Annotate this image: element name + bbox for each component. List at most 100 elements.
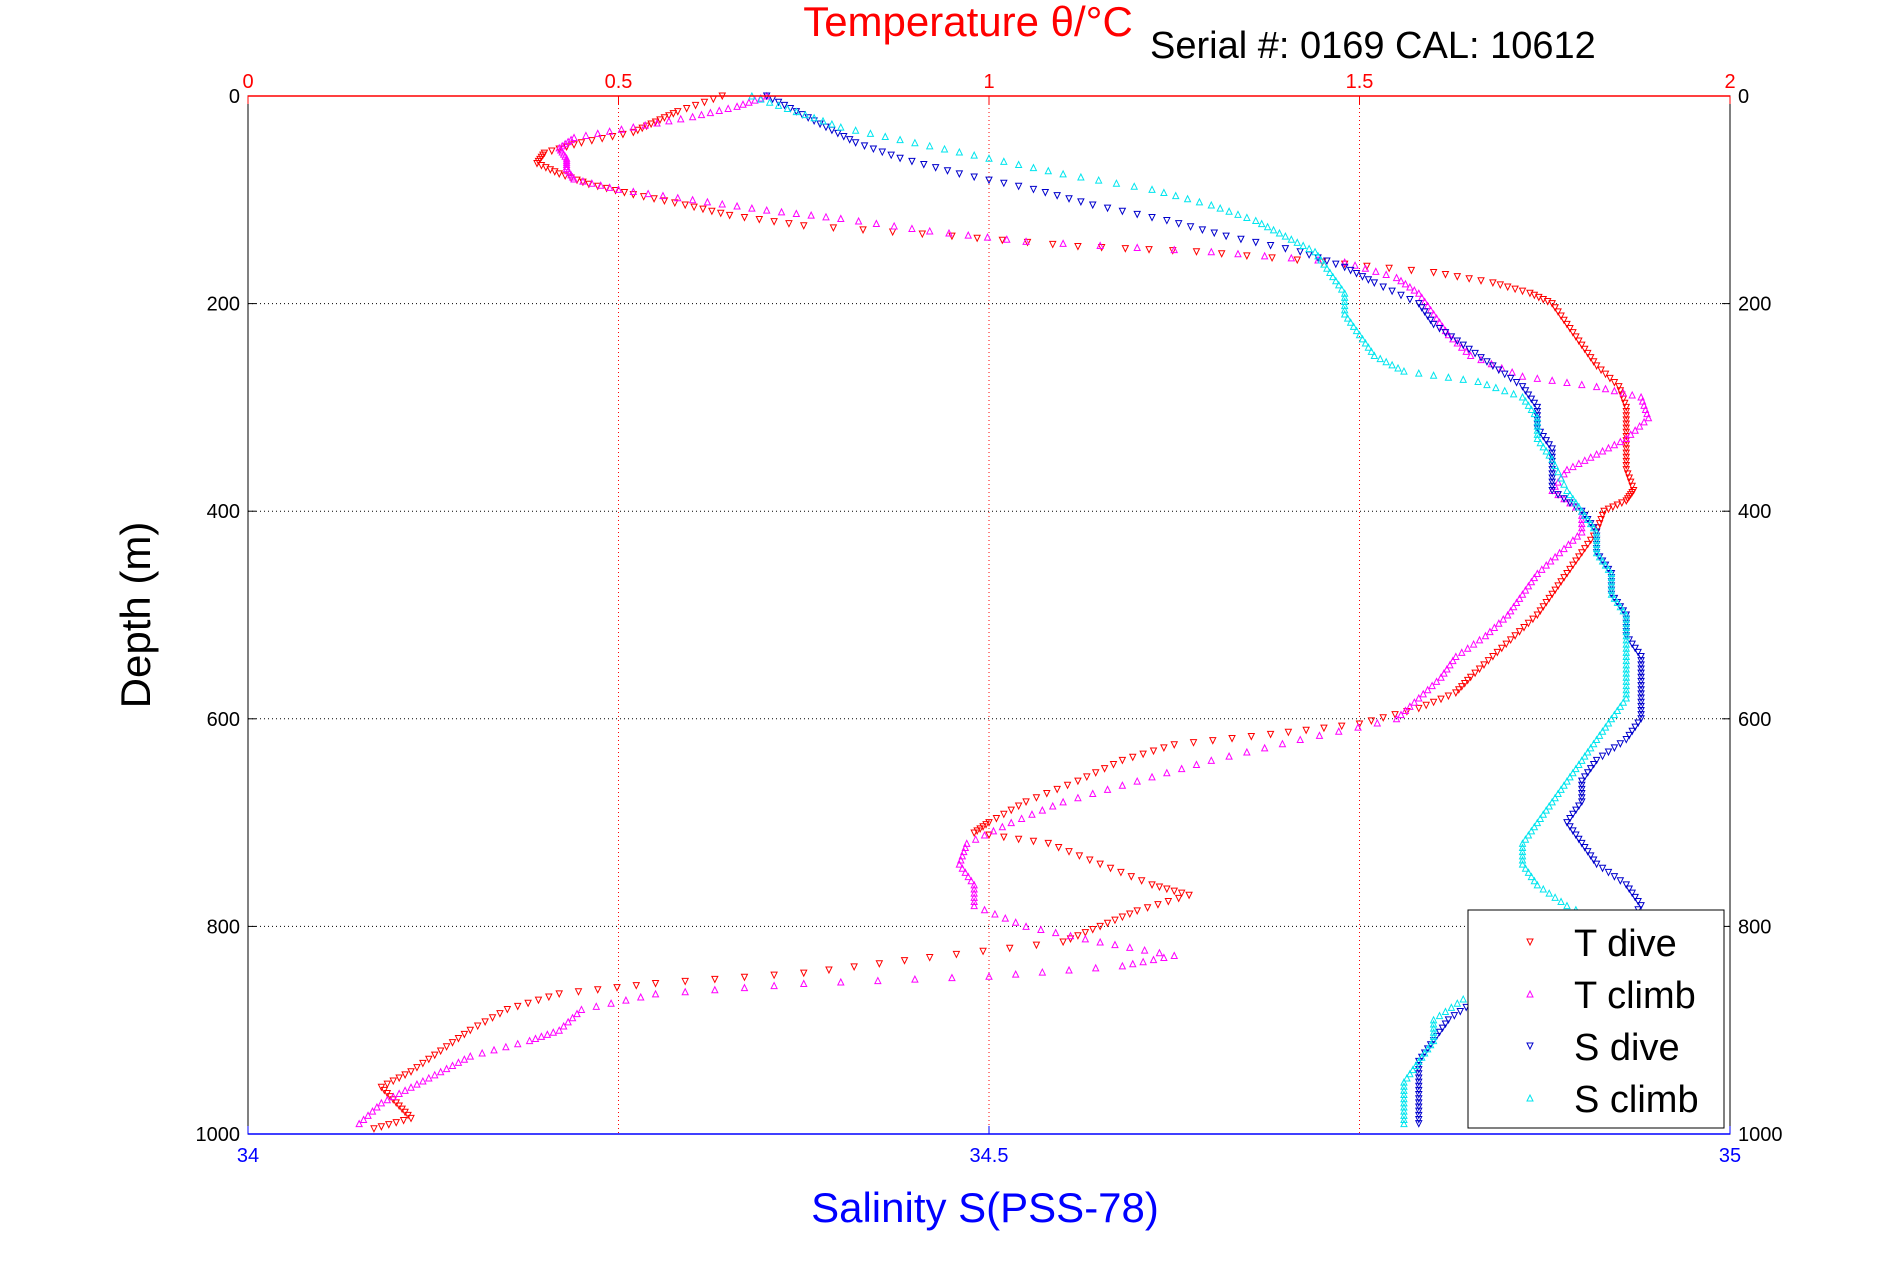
point-t-climb: [1354, 722, 1362, 731]
legend-marker-s-climb: [1526, 1093, 1534, 1102]
point-t-climb: [1527, 577, 1536, 586]
point-s-climb: [1583, 747, 1592, 756]
point-t-dive: [1379, 714, 1388, 722]
point-s-climb: [1521, 864, 1530, 872]
point-s-dive: [1637, 657, 1645, 665]
point-t-dive: [1452, 689, 1460, 697]
point-t-dive: [1622, 412, 1631, 420]
point-t-climb: [697, 110, 706, 119]
point-t-dive: [442, 1043, 451, 1051]
point-t-dive: [593, 986, 602, 994]
point-s-dive: [1414, 1099, 1423, 1107]
depth-tick-label-left: 400: [207, 501, 240, 523]
point-t-climb: [1392, 273, 1401, 282]
point-s-dive: [1566, 499, 1574, 508]
point-t-dive: [979, 823, 987, 831]
point-t-climb: [413, 1080, 421, 1088]
point-t-climb: [1091, 963, 1100, 972]
point-t-climb: [364, 1111, 372, 1119]
point-s-dive: [1186, 223, 1195, 231]
point-t-dive: [1177, 889, 1186, 898]
point-s-climb: [1533, 818, 1542, 827]
depth-tick-label-right: 200: [1738, 294, 1771, 316]
point-t-dive: [1572, 333, 1580, 341]
point-t-climb: [991, 909, 999, 918]
point-t-dive: [1539, 603, 1548, 611]
point-s-dive: [1346, 266, 1355, 275]
point-t-climb: [368, 1107, 377, 1115]
point-t-climb: [1542, 561, 1551, 569]
point-s-dive: [1577, 794, 1586, 802]
point-t-dive: [973, 234, 981, 243]
point-s-climb: [1376, 354, 1385, 363]
point-t-dive: [1149, 747, 1158, 756]
point-t-climb: [1564, 540, 1573, 548]
point-t-climb: [570, 133, 578, 142]
depth-tick-label-right: 600: [1738, 709, 1771, 731]
point-s-dive: [1637, 673, 1645, 682]
point-s-dive: [1628, 727, 1636, 736]
point-t-dive: [1243, 252, 1251, 260]
point-s-dive: [1450, 1012, 1459, 1020]
point-t-climb: [567, 135, 575, 144]
point-s-dive: [1210, 229, 1219, 238]
point-s-climb: [1622, 660, 1631, 669]
point-t-climb: [985, 972, 993, 980]
point-s-dive: [1441, 1020, 1450, 1029]
point-s-dive: [1634, 897, 1642, 906]
point-t-dive: [1575, 553, 1583, 561]
point-t-dive: [1616, 387, 1625, 395]
point-s-climb: [1281, 232, 1290, 240]
point-s-climb: [1441, 1007, 1450, 1016]
point-t-climb: [593, 129, 602, 137]
point-t-dive: [1622, 408, 1631, 416]
point-s-dive: [1251, 238, 1260, 247]
point-s-climb: [774, 101, 783, 109]
point-t-climb: [1296, 735, 1305, 744]
point-t-climb: [407, 1083, 415, 1091]
point-s-dive: [1477, 354, 1485, 362]
point-s-climb: [1299, 241, 1307, 249]
point-t-dive: [1444, 692, 1453, 701]
point-t-dive: [1048, 240, 1057, 249]
point-s-dive: [1637, 677, 1645, 686]
point-t-climb: [1066, 931, 1075, 940]
point-t-climb: [1486, 627, 1494, 636]
point-s-dive: [1628, 640, 1636, 649]
point-t-dive: [992, 814, 1001, 823]
point-s-climb: [1521, 397, 1530, 405]
point-t-climb: [1537, 565, 1546, 573]
point-t-dive: [534, 996, 543, 1005]
point-t-dive: [413, 1064, 421, 1072]
point-s-dive: [1616, 877, 1625, 885]
point-s-climb: [985, 154, 993, 162]
point-t-climb: [629, 123, 638, 131]
point-s-climb: [1447, 1003, 1456, 1011]
point-s-dive: [896, 154, 904, 163]
point-s-climb: [1044, 166, 1053, 175]
point-t-climb: [1397, 276, 1405, 285]
point-t-dive: [613, 984, 621, 992]
point-s-climb: [1592, 548, 1601, 557]
point-s-climb: [1530, 822, 1539, 831]
legend-label-t-dive: T dive: [1574, 923, 1677, 965]
point-t-dive: [1029, 837, 1038, 846]
point-s-climb: [1554, 789, 1562, 798]
point-s-climb: [911, 138, 919, 147]
point-t-climb: [1586, 453, 1595, 461]
point-t-dive: [545, 993, 553, 1002]
point-s-climb: [1613, 598, 1622, 607]
point-s-dive: [1077, 198, 1085, 206]
point-t-dive: [1622, 449, 1631, 458]
point-t-climb: [1177, 764, 1186, 773]
point-t-climb: [1148, 772, 1156, 781]
point-s-climb: [1367, 347, 1376, 355]
point-t-dive: [1480, 661, 1488, 669]
point-t-dive: [711, 975, 719, 984]
point-s-climb: [1622, 627, 1631, 636]
point-t-dive: [1557, 578, 1565, 586]
point-s-climb: [1622, 644, 1631, 652]
point-t-dive: [1503, 283, 1512, 292]
point-t-dive: [524, 999, 532, 1008]
point-t-climb: [1573, 531, 1582, 540]
